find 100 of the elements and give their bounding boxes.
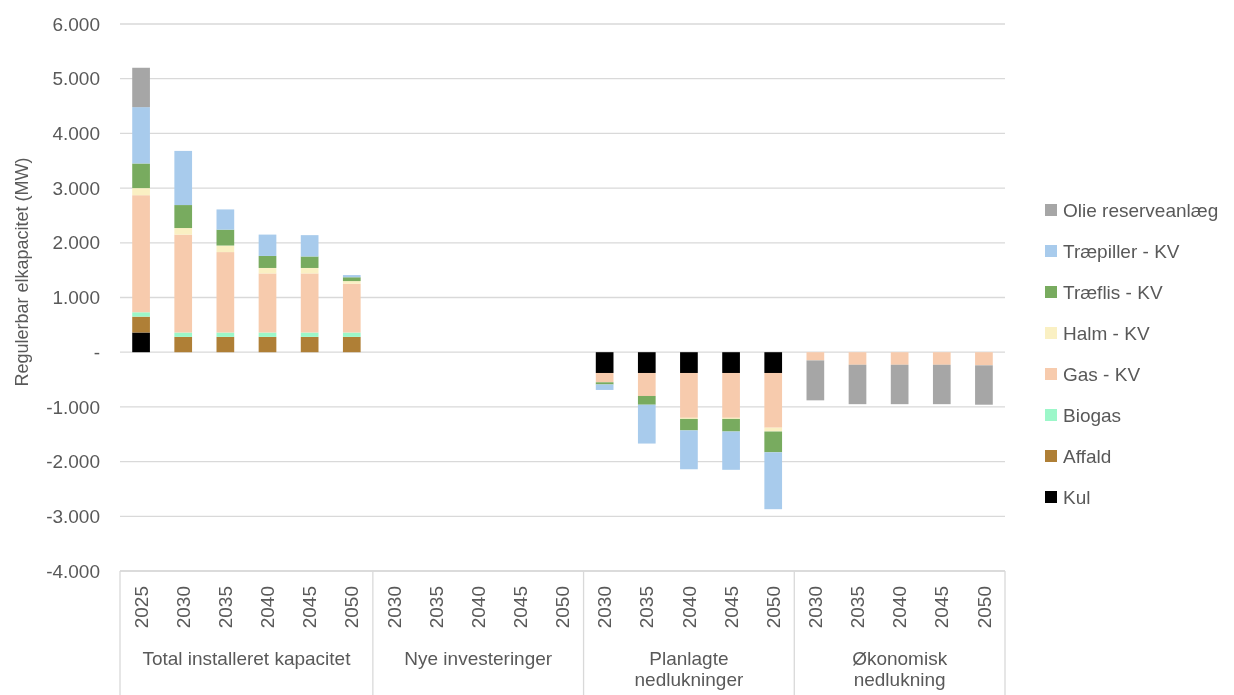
legend-label: Gas - KV — [1063, 363, 1141, 385]
x-tick-label: 2040 — [257, 586, 279, 629]
y-tick-label: 4.000 — [52, 123, 100, 145]
x-tick-label: 2040 — [467, 586, 489, 629]
bar — [848, 364, 867, 405]
x-tick-label: 2035 — [636, 586, 658, 629]
x-tick-label: 2035 — [215, 586, 237, 629]
bar — [637, 395, 656, 405]
y-tick-label: 6.000 — [52, 13, 100, 35]
x-tick-label: 2045 — [299, 586, 321, 629]
bar — [132, 195, 150, 313]
bar — [595, 352, 614, 373]
bar — [174, 332, 193, 337]
bar — [637, 372, 656, 396]
bar — [764, 431, 783, 453]
x-tick-label: 2030 — [172, 586, 194, 629]
bar — [764, 352, 783, 373]
bar — [722, 418, 740, 432]
bar — [258, 255, 277, 268]
bar — [932, 352, 951, 365]
bar — [132, 163, 150, 189]
x-tick-label: 2045 — [720, 586, 742, 629]
bar — [764, 372, 783, 428]
bar — [342, 332, 361, 337]
bar — [764, 452, 783, 510]
bar — [132, 316, 150, 333]
bar — [216, 209, 235, 230]
text: Nye investeringer — [404, 648, 553, 669]
legend-label: Kul — [1063, 486, 1091, 508]
text: Planlagte nedlukninger — [634, 648, 744, 690]
bar — [637, 404, 656, 444]
y-tick-label: -4.000 — [46, 560, 100, 582]
bar — [806, 352, 825, 361]
bar — [975, 365, 993, 405]
bar — [595, 372, 614, 383]
bar — [300, 336, 319, 353]
x-tick-label: 2050 — [552, 586, 574, 629]
legend-label: Biogas — [1063, 404, 1122, 426]
bar — [342, 283, 361, 333]
bar — [216, 336, 235, 353]
bar — [890, 364, 909, 405]
x-tick-label: 2045 — [931, 586, 953, 629]
y-tick-label: 5.000 — [52, 68, 100, 90]
bar — [764, 427, 783, 432]
y-tick-label: -1.000 — [46, 396, 100, 418]
x-tick-label: 2030 — [383, 586, 405, 629]
legend-label: Olie reserveanlæg — [1063, 199, 1219, 221]
bar — [595, 384, 614, 390]
bar — [722, 372, 740, 418]
y-tick-label: - — [93, 341, 100, 363]
bar — [216, 229, 235, 246]
x-tick-label: 2045 — [510, 586, 532, 629]
legend-label: Affald — [1063, 445, 1112, 467]
bar — [680, 372, 698, 418]
legend-label: Træpiller - KV — [1063, 240, 1180, 262]
x-tick-label: 2035 — [847, 586, 869, 629]
bar — [680, 430, 698, 470]
bar — [890, 352, 909, 365]
y-tick-label: 3.000 — [52, 177, 100, 199]
y-tick-label: 2.000 — [52, 232, 100, 254]
text: Økonomisk nedlukning — [852, 648, 948, 690]
bar — [174, 150, 193, 206]
bar — [342, 281, 361, 284]
x-tick-label: 2040 — [889, 586, 911, 629]
bar — [174, 234, 193, 333]
bar — [975, 352, 993, 366]
bar — [722, 352, 740, 373]
bar — [132, 332, 150, 353]
bar — [132, 312, 150, 317]
bar — [680, 352, 698, 373]
bar — [300, 256, 319, 268]
bar — [258, 234, 277, 256]
legend-label: Træflis - KV — [1063, 281, 1163, 303]
bar — [300, 235, 319, 257]
bar — [174, 228, 193, 235]
x-tick-label: 2035 — [425, 586, 447, 629]
bar — [932, 364, 951, 405]
x-tick-label: 2025 — [130, 586, 152, 629]
bar — [132, 188, 150, 196]
y-tick-label: -2.000 — [46, 451, 100, 473]
bar — [258, 273, 277, 333]
bar — [216, 252, 235, 333]
text: Total installeret kapacitet — [142, 648, 352, 669]
bar — [637, 352, 656, 373]
bar — [680, 418, 698, 431]
y-tick-label: -3.000 — [46, 505, 100, 527]
x-tick-label: 2050 — [973, 586, 995, 629]
y-axis-title: Regulerbar elkapacitet (MW) — [12, 157, 33, 387]
bar — [848, 352, 867, 365]
bar — [132, 67, 150, 108]
bar — [722, 431, 740, 470]
bar — [174, 336, 193, 353]
bar — [342, 275, 361, 278]
bar — [174, 205, 193, 229]
legend-label: Halm - KV — [1063, 322, 1150, 344]
bar — [300, 273, 319, 333]
bar — [132, 107, 150, 164]
x-tick-label: 2040 — [678, 586, 700, 629]
x-tick-label: 2050 — [341, 586, 363, 629]
x-tick-label: 2030 — [594, 586, 616, 629]
